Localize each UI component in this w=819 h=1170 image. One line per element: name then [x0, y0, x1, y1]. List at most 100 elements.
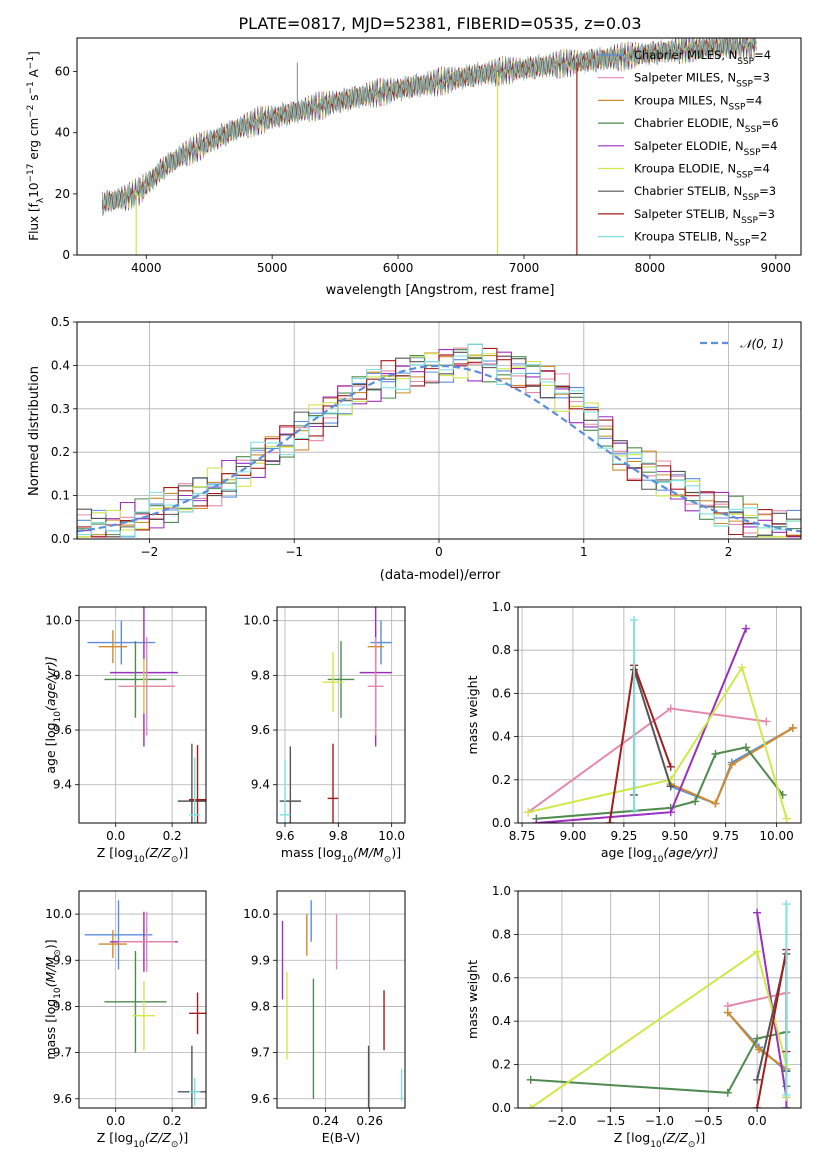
weight-marker [753, 1034, 762, 1043]
weight-marker [526, 1104, 535, 1108]
mass-vs-metallicity-panel: 0.0 0.29.69.79.89.910.0Z [log10(Z/Z⊙)]mas… [43, 890, 207, 1150]
weight-marker [742, 743, 751, 752]
label-part: Chabrier ELODIE, N [634, 116, 745, 130]
label-part: (age/yr)] [663, 845, 718, 860]
weight-line [536, 746, 784, 820]
label-part: SSP [729, 102, 746, 112]
label-part: =4 [754, 48, 771, 62]
plot-area [526, 900, 791, 1108]
weight-marker [666, 762, 675, 771]
x-tick-label: −1 [285, 545, 303, 559]
label-part: (Z/Z [145, 845, 172, 860]
y-tick-label: 9.9 [251, 953, 270, 967]
label-part: =3 [753, 71, 770, 85]
y-tick-label: 1.0 [492, 600, 511, 614]
x-axis-label: Z [log10(Z/Z⊙)] [97, 1130, 188, 1150]
label-part: SSP [744, 148, 761, 158]
axes-frame [76, 37, 802, 256]
label-part: 10 [27, 183, 41, 198]
weight-marker [723, 1088, 732, 1097]
weight-marker [532, 819, 541, 823]
legend-entry: Chabrier ELODIE, NSSP=6 [634, 116, 779, 135]
label-part: )] [391, 845, 401, 860]
y-tick-label: 9.8 [53, 999, 72, 1013]
weight-marker [666, 704, 675, 713]
weight-line [756, 949, 788, 1108]
label-part: 10 [650, 1140, 662, 1150]
x-tick-label: 0.0 [748, 1114, 767, 1128]
label-part: ⊙ [53, 949, 63, 957]
x-axis-label: Z [log10(Z/Z⊙)] [97, 845, 188, 865]
x-tick-label: −0.5 [694, 1114, 723, 1128]
x-tick-label: −1.5 [596, 1114, 625, 1128]
x-tick-label: 9000 [761, 261, 792, 275]
y-tick-label: 0.5 [51, 315, 70, 329]
label-part: 10 [53, 711, 63, 723]
label-part: ⊙ [171, 855, 179, 865]
label-part: s [27, 95, 41, 105]
plot-area [281, 900, 403, 1108]
y-tick-label: 0.0 [492, 1101, 511, 1115]
label-part: mass [log [43, 999, 58, 1060]
x-tick-label: 0.24 [312, 1114, 339, 1128]
x-tick-label: 5000 [257, 261, 288, 275]
axes-frame [517, 890, 802, 1109]
label-part: ⊙ [688, 1140, 696, 1150]
legend-entry: Kroupa MILES, NSSP=4 [634, 93, 762, 112]
x-tick-label: 0.0 [106, 829, 125, 843]
weight-marker [630, 615, 639, 624]
label-part: SSP [742, 193, 759, 203]
label-part: −1 [26, 81, 36, 94]
x-tick-label: 0 [435, 545, 443, 559]
label-part: age [log [43, 722, 58, 773]
weight-marker [753, 947, 762, 956]
legend-entry: Salpeter MILES, NSSP=3 [634, 71, 770, 90]
axes-frame [76, 321, 802, 540]
label-part: Z [log [614, 1130, 650, 1145]
weight-line [527, 707, 767, 814]
weight-marker [666, 808, 675, 817]
x-tick-label: 10.00 [759, 829, 793, 843]
y-tick-label: 0.6 [492, 971, 511, 985]
y-tick-label: 60 [55, 65, 70, 79]
y-tick-label: 10.0 [45, 614, 72, 628]
y-tick-label: 9.6 [251, 723, 270, 737]
y-tick-label: 9.6 [53, 1092, 72, 1106]
label-part: SSP [741, 216, 758, 226]
weight-marker [782, 1090, 791, 1099]
x-tick-label: 9.8 [329, 829, 348, 843]
label-part: Chabrier MILES, N [634, 48, 737, 62]
label-part: (M/M [353, 845, 384, 860]
label-part: Kroupa ELODIE, N [634, 162, 736, 176]
residual-histogram-panel: −2 −1 0 1 2 0.0 0.1 0.2 0.3 0.4 0.5 𝒩(0, 1) (data-mo… [27, 315, 802, 583]
weight-marker [788, 723, 797, 732]
label-part: SSP [736, 171, 753, 181]
y-tick-label: 0.4 [492, 1014, 511, 1028]
x-tick-label: 0.0 [106, 1114, 125, 1128]
label-part: =6 [762, 116, 779, 130]
label-part: SSP [737, 57, 754, 67]
legend-entry: Salpeter STELIB, NSSP=3 [634, 207, 775, 226]
label-part: SSP [734, 239, 751, 249]
x-tick-label: 9.00 [560, 829, 587, 843]
label-part: SSP [736, 80, 753, 90]
plot-area [279, 607, 392, 823]
label-part: −1 [26, 56, 36, 69]
x-tick-label: −2.0 [547, 1114, 576, 1128]
label-part: Salpeter ELODIE, N [634, 139, 744, 153]
mass-vs-ebv-panel: 0.24 0.26 9.6 9.7 9.8 9.9 10.0 E(B-V) [243, 890, 406, 1145]
weight-marker [782, 814, 791, 823]
x-tick-label: 0.26 [356, 1114, 383, 1128]
y-tick-label: 9.9 [53, 953, 72, 967]
y-axis-label: mass [log10(M/M⊙)] [43, 939, 63, 1059]
weight-marker [753, 1104, 762, 1108]
plot-area [87, 607, 206, 823]
weight-marker [711, 799, 720, 808]
axes-frame [276, 606, 406, 824]
y-axis-label: mass weight [465, 675, 480, 754]
y-tick-label: 0.2 [492, 773, 511, 787]
x-tick-label: 1 [580, 545, 588, 559]
weight-marker [742, 624, 751, 633]
label-part: Z [log [97, 845, 133, 860]
